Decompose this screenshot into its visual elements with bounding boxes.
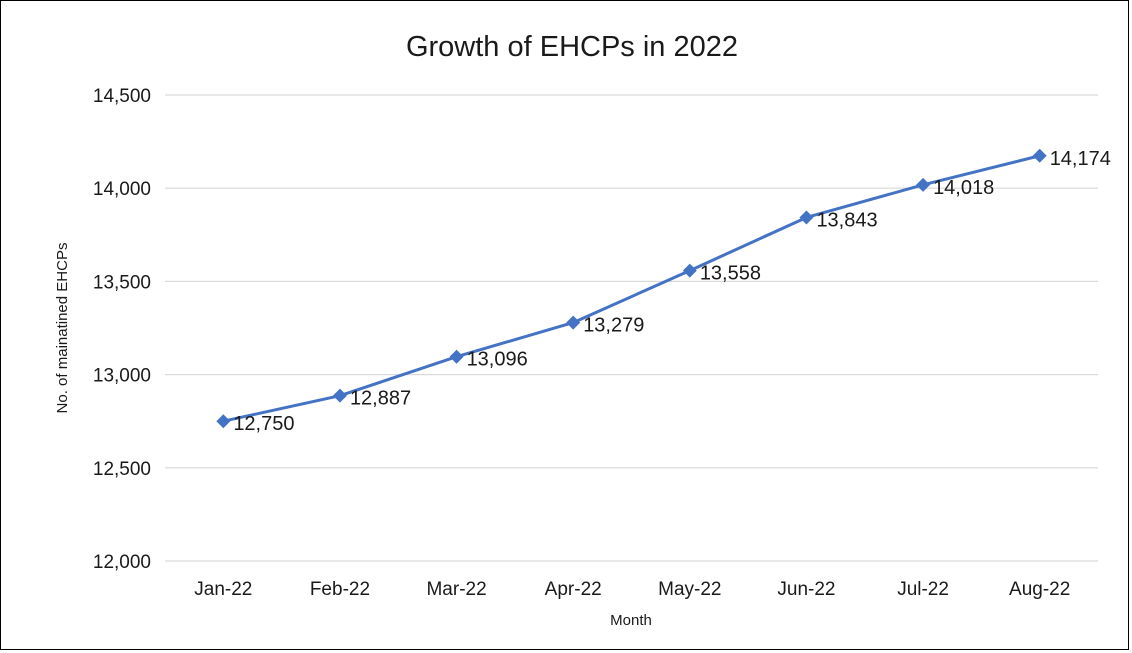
data-point-marker <box>216 414 231 429</box>
series-markers <box>216 148 1047 429</box>
y-tick-label: 13,500 <box>93 272 151 293</box>
series-line <box>221 154 1042 423</box>
data-point-marker <box>566 315 581 330</box>
y-tick-label: 14,000 <box>93 179 151 200</box>
x-axis-label: Month <box>610 612 652 629</box>
data-label: 14,174 <box>1050 148 1111 170</box>
y-axis-label: No. of mainatined EHCPs <box>54 243 71 414</box>
x-tick-label: Apr-22 <box>545 579 602 600</box>
data-point-marker <box>916 177 931 192</box>
x-tick-label: Feb-22 <box>310 579 370 600</box>
x-tick-label: Jun-22 <box>777 579 835 600</box>
data-point-marker <box>1032 148 1047 163</box>
x-tick-label: Jan-22 <box>194 579 252 600</box>
y-tick-label: 14,500 <box>93 86 151 107</box>
data-label: 13,279 <box>583 315 644 337</box>
y-axis-ticks: 12,000 12,500 13,000 13,500 14,000 14,500 <box>93 86 151 573</box>
data-point-marker <box>682 263 697 278</box>
x-axis-ticks: Jan-22 Feb-22 Mar-22 Apr-22 May-22 Jun-22 Jul-… <box>194 579 1070 600</box>
data-point-marker <box>799 210 814 225</box>
y-tick-label: 12,500 <box>93 459 151 480</box>
chart-title: Growth of EHCPs in 2022 <box>406 31 738 63</box>
x-tick-label: May-22 <box>658 579 721 600</box>
data-label: 13,843 <box>816 209 877 231</box>
gridlines <box>165 94 1098 562</box>
x-tick-label: Mar-22 <box>426 579 486 600</box>
x-tick-label: Jul-22 <box>897 579 949 600</box>
data-point-marker <box>449 349 464 364</box>
data-label: 12,750 <box>233 413 294 435</box>
data-label: 12,887 <box>350 388 411 410</box>
y-tick-label: 13,000 <box>93 366 151 387</box>
y-tick-label: 12,000 <box>93 552 151 573</box>
data-label: 14,018 <box>933 177 994 199</box>
data-point-marker <box>332 388 347 403</box>
data-label: 13,558 <box>700 263 761 285</box>
x-tick-label: Aug-22 <box>1009 579 1070 600</box>
data-label: 13,096 <box>467 349 528 371</box>
data-labels: 12,750 12,887 13,096 13,279 13,558 13,843 14,0… <box>233 148 1111 435</box>
series-line-layer <box>221 154 1042 423</box>
